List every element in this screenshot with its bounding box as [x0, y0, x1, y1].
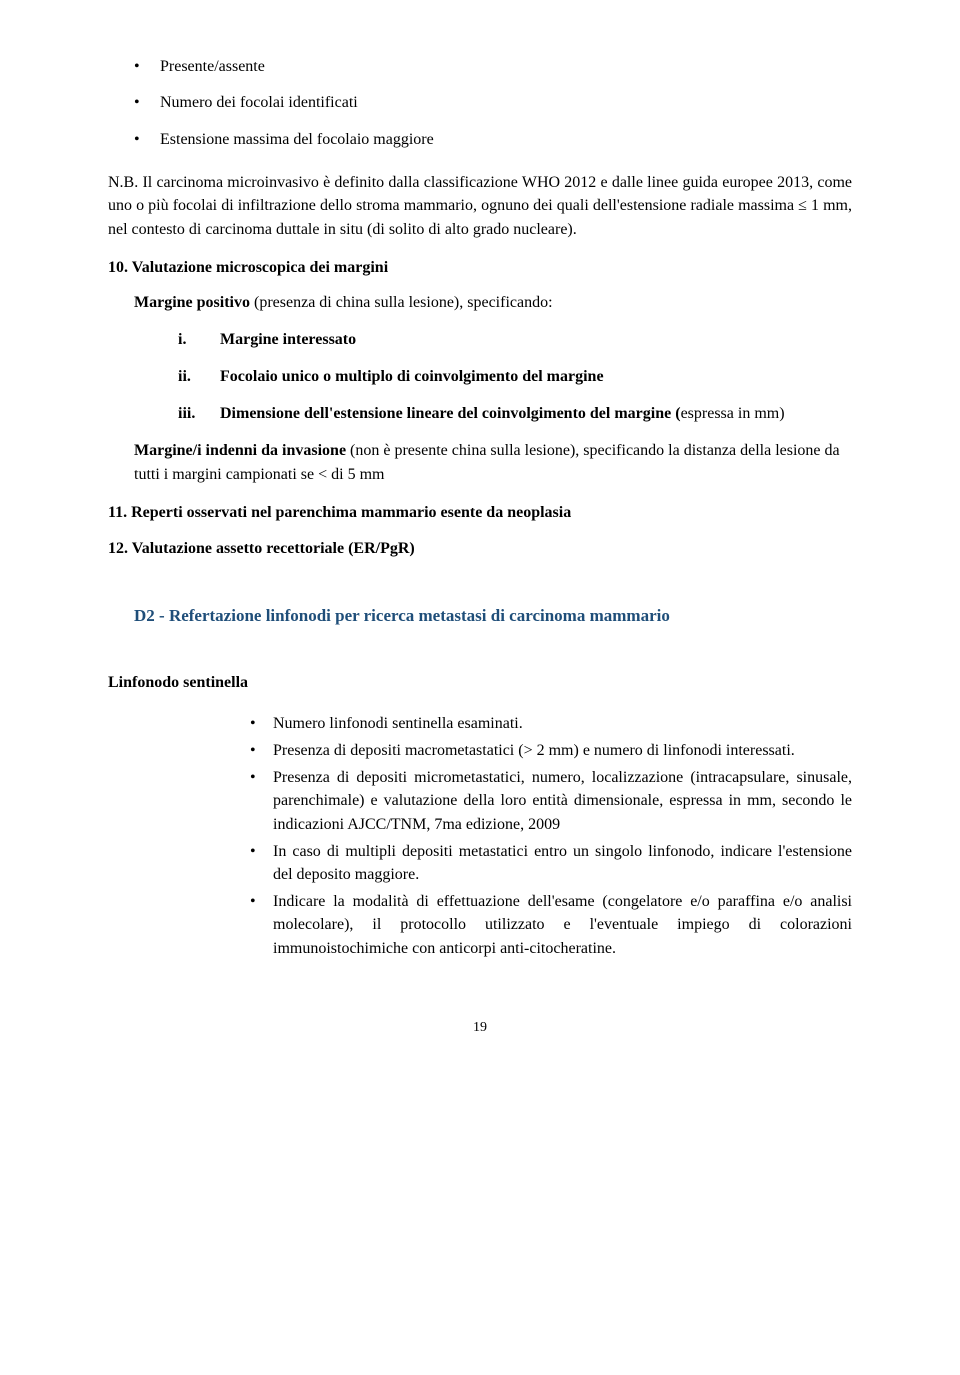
section-10-intro: Margine positivo (presenza di china sull… — [134, 291, 852, 314]
roman-list: i. Margine interessato ii. Focolaio unic… — [108, 328, 852, 426]
text: (presenza di china sulla lesione), speci… — [250, 294, 553, 311]
list-item: Numero linfonodi sentinella esaminati. — [108, 712, 852, 735]
linfonodo-bullet-list: Numero linfonodi sentinella esaminati. P… — [108, 712, 852, 960]
roman-numeral: ii. — [178, 365, 191, 388]
list-item: iii. Dimensione dell'estensione lineare … — [108, 402, 852, 425]
section-10-title: 10. Valutazione microscopica dei margini — [108, 259, 852, 277]
list-item: In caso di multipli depositi metastatici… — [108, 840, 852, 886]
margine-positivo-label: Margine positivo — [134, 294, 250, 311]
item-text: Margine interessato — [220, 331, 356, 348]
nb-paragraph: N.B. Il carcinoma microinvasivo è defini… — [108, 171, 852, 241]
section-11-title: 11. Reperti osservati nel parenchima mam… — [108, 504, 852, 522]
item-rest: espressa in mm) — [681, 405, 785, 422]
list-item: Presenza di depositi macrometastatici (>… — [108, 739, 852, 762]
margine-indenni-label: Margine/i indenni da invasione — [134, 442, 346, 459]
roman-numeral: i. — [178, 328, 186, 351]
list-item: Indicare la modalità di effettuazione de… — [108, 890, 852, 960]
document-page: Presente/assente Numero dei focolai iden… — [0, 0, 960, 1076]
d2-heading: D2 - Refertazione linfonodi per ricerca … — [134, 606, 852, 626]
item-text: Dimensione dell'estensione lineare del c… — [220, 405, 681, 422]
list-item: Estensione massima del focolaio maggiore — [108, 129, 852, 151]
roman-numeral: iii. — [178, 402, 195, 425]
list-item: i. Margine interessato — [108, 328, 852, 351]
item-text: Focolaio unico o multiplo di coinvolgime… — [220, 368, 604, 385]
margine-indenni-para: Margine/i indenni da invasione (non è pr… — [134, 439, 852, 485]
page-number: 19 — [108, 1020, 852, 1036]
section-12-title: 12. Valutazione assetto recettoriale (ER… — [108, 540, 852, 558]
list-item: ii. Focolaio unico o multiplo di coinvol… — [108, 365, 852, 388]
linfonodo-heading: Linfonodo sentinella — [108, 674, 852, 692]
list-item: Presenza di depositi micrometastatici, n… — [108, 766, 852, 836]
top-bullet-list: Presente/assente Numero dei focolai iden… — [108, 56, 852, 151]
list-item: Numero dei focolai identificati — [108, 92, 852, 114]
list-item: Presente/assente — [108, 56, 852, 78]
